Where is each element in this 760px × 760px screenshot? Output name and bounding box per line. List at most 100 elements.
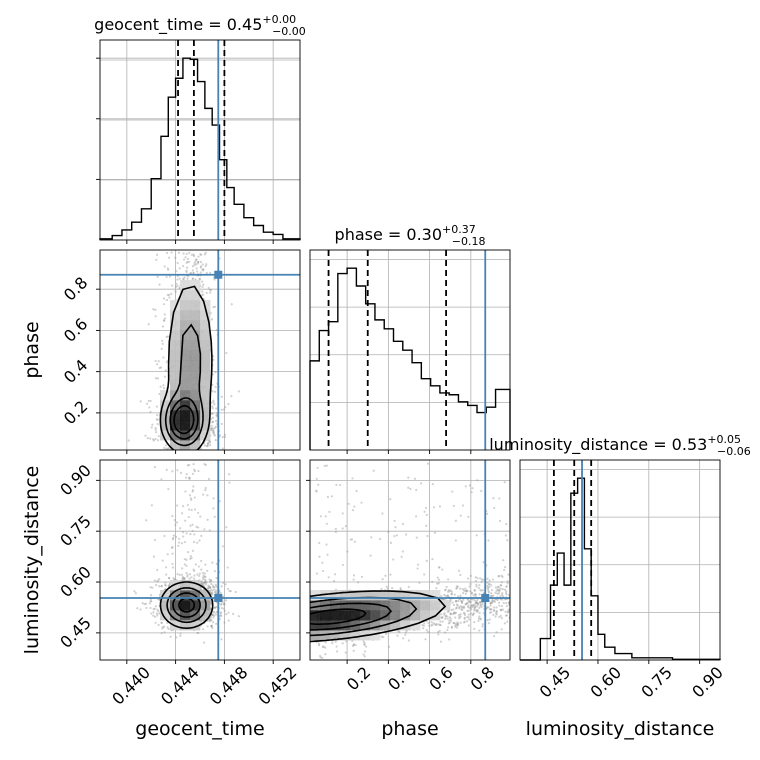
sample-point	[505, 593, 508, 596]
sample-point	[327, 576, 330, 579]
sample-point	[183, 577, 186, 580]
sample-point	[423, 510, 426, 513]
sample-point	[393, 535, 396, 538]
sample-point	[204, 563, 207, 566]
sample-point	[158, 598, 161, 601]
sample-point	[498, 589, 501, 592]
density-cell	[390, 610, 401, 621]
sample-point	[185, 564, 188, 567]
sample-point	[430, 620, 433, 624]
panel-geocent_time-luminosity_distance-grid	[100, 460, 300, 660]
sample-point	[204, 579, 207, 583]
sample-point	[363, 655, 366, 658]
sample-point	[210, 582, 213, 586]
sample-point	[315, 489, 318, 492]
sample-point	[203, 572, 207, 575]
sample-point	[478, 611, 481, 615]
sample-point	[178, 537, 181, 540]
sample-point	[185, 261, 188, 264]
density-cell	[190, 420, 201, 431]
sample-point	[394, 526, 397, 529]
sample-point	[204, 575, 207, 578]
sample-point	[207, 587, 210, 590]
sample-point	[425, 559, 428, 563]
sample-point	[202, 628, 205, 631]
sample-point	[475, 609, 478, 612]
sample-point	[164, 369, 167, 372]
sample-point	[454, 539, 457, 542]
sample-point	[407, 639, 410, 642]
sample-point	[164, 581, 167, 584]
sample-point	[210, 614, 214, 617]
sample-point	[155, 405, 159, 408]
sample-point	[195, 258, 198, 261]
sample-point	[209, 288, 212, 291]
sample-point	[460, 608, 463, 611]
sample-point	[163, 265, 166, 268]
density-cell	[180, 580, 191, 591]
sample-point	[194, 563, 198, 566]
sample-point	[332, 580, 336, 583]
sample-point	[341, 642, 344, 645]
density-cell	[370, 610, 381, 621]
sample-point	[180, 542, 184, 545]
sample-point	[212, 462, 214, 464]
sample-point	[381, 512, 384, 515]
density-cell	[200, 340, 211, 351]
sample-point	[208, 580, 212, 583]
sample-point	[156, 439, 160, 442]
density-cell	[180, 290, 191, 301]
sample-point	[488, 618, 491, 621]
sample-point	[324, 641, 327, 644]
sample-point	[346, 550, 349, 553]
sample-point	[440, 616, 443, 619]
sample-point	[161, 559, 164, 562]
sample-point	[486, 618, 489, 622]
sample-point	[175, 636, 178, 639]
sample-point	[463, 612, 466, 615]
sample-point	[196, 262, 200, 265]
sample-point	[459, 594, 462, 597]
sample-point	[497, 575, 500, 578]
sample-point	[455, 603, 459, 606]
sample-point	[477, 603, 480, 606]
sample-point	[156, 608, 159, 611]
sample-point	[480, 589, 483, 592]
sample-point	[319, 656, 322, 659]
sample-point	[167, 576, 171, 580]
sample-point	[438, 629, 441, 632]
sample-point	[493, 609, 496, 612]
y-tick-marks	[96, 57, 100, 180]
histogram-geocent_time-frame	[99, 39, 301, 241]
sample-point	[153, 465, 157, 469]
sample-point	[456, 604, 459, 607]
sample-point	[505, 590, 508, 593]
sample-point	[469, 574, 472, 577]
sample-point	[188, 476, 191, 479]
sample-point	[208, 441, 211, 444]
density-cell	[390, 600, 401, 611]
sample-point	[487, 590, 490, 593]
sample-point	[461, 591, 465, 595]
sample-point	[178, 465, 180, 467]
sample-point	[473, 606, 476, 609]
sample-point	[449, 617, 452, 620]
sample-point	[209, 586, 212, 589]
sample-point	[157, 360, 160, 363]
sample-point	[155, 253, 159, 256]
sample-point	[339, 483, 342, 487]
sample-point	[179, 527, 182, 530]
sample-point	[488, 611, 492, 614]
sample-point	[166, 626, 169, 629]
sample-point	[219, 614, 222, 617]
sample-point	[202, 268, 205, 271]
sample-point	[385, 632, 388, 635]
sample-point	[426, 534, 429, 538]
sample-point	[474, 601, 477, 604]
sample-point	[466, 609, 469, 612]
sample-point	[494, 586, 497, 589]
sample-point	[203, 575, 206, 578]
sample-point	[482, 578, 485, 581]
title-value: geocent_time = 0.45	[94, 15, 262, 35]
sample-point	[487, 588, 490, 591]
